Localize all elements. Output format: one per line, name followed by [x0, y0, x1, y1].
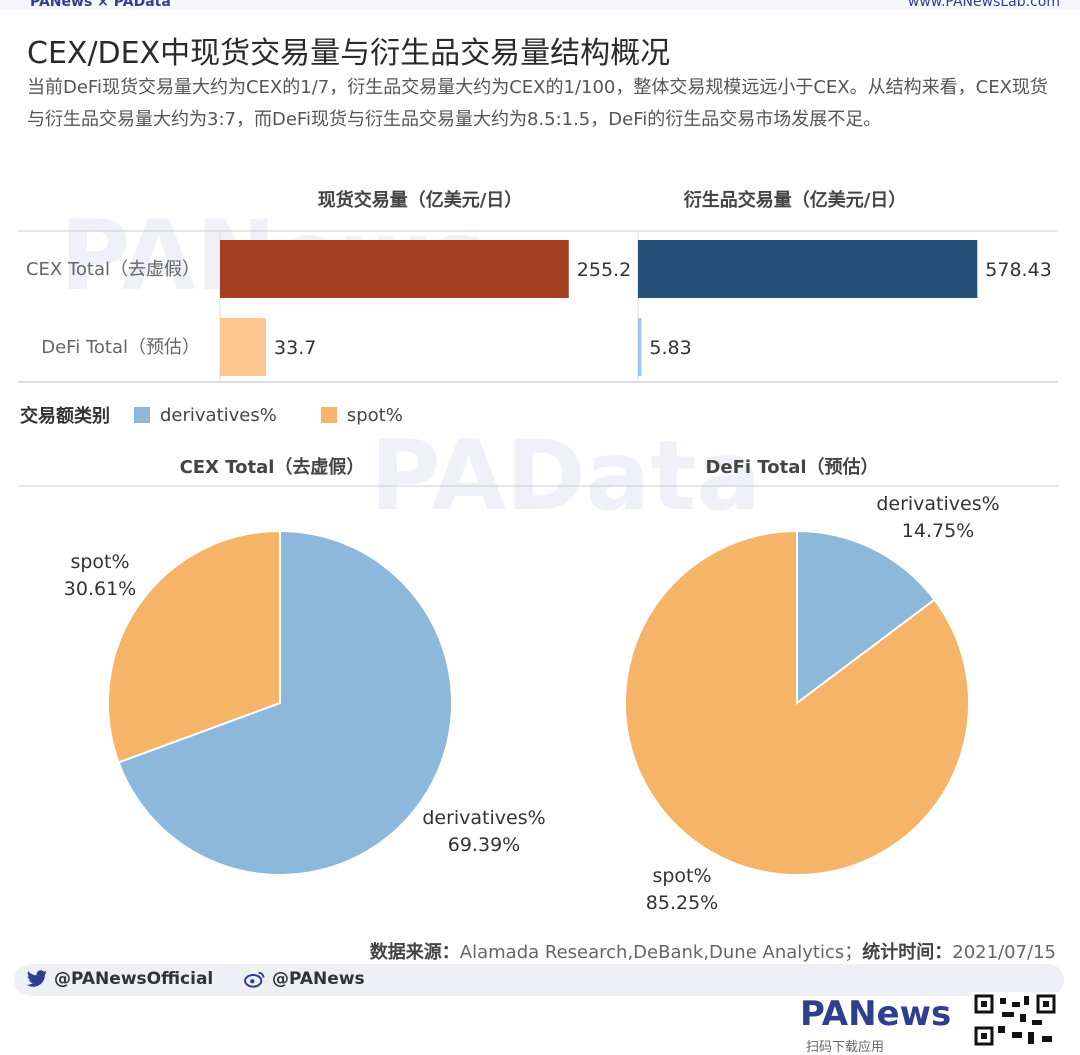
weibo-handle[interactable]: @PANews	[244, 969, 365, 989]
pie-slice-name-label: derivatives%	[422, 807, 545, 829]
source-text: Alamada Research,DeBank,Dune Analytics；	[459, 942, 863, 963]
bar-1-1[interactable]	[638, 318, 642, 376]
pie-slice-value-label: 30.61%	[64, 578, 136, 600]
weibo-icon	[244, 971, 265, 988]
bar-0-0[interactable]	[220, 240, 569, 298]
date-label: 统计时间：	[862, 942, 953, 963]
legend-label-spot: spot%	[346, 404, 403, 426]
brand-left: PANews × PAData	[30, 0, 171, 10]
weibo-handle-text: @PANews	[272, 969, 365, 989]
pie-slice-name-label: spot%	[70, 551, 129, 573]
bar-charts: CEX Total（去虚假） DeFi Total（预估） 现货交易量（亿美元/日）…	[18, 189, 1058, 383]
pie-slice-value-label: 69.39%	[448, 834, 520, 856]
pie-slice-name-label: derivatives%	[876, 493, 999, 515]
pie-slice-1-0[interactable]	[796, 529, 936, 706]
bar-1-0[interactable]	[638, 240, 978, 298]
legend-swatch-derivatives	[134, 407, 150, 423]
legend-swatch-spot	[320, 407, 337, 423]
legend-title: 交易额类别	[20, 406, 110, 427]
pie-slice-value-label: 85.25%	[646, 892, 718, 914]
page-subtitle: 当前DeFi现货交易量大约为CEX的1/7，衍生品交易量大约为CEX的1/100…	[27, 77, 1048, 130]
pie-slice-0-1[interactable]	[107, 529, 281, 764]
pie-slice-0-0[interactable]	[117, 529, 453, 876]
bar-category-label: CEX Total（去虚假）	[26, 259, 200, 280]
watermark-padata: PAData	[370, 420, 761, 532]
twitter-handle-text: @PANewsOfficial	[54, 969, 214, 989]
pie-charts: CEX Total（去虚假） derivatives% 69.39% spot% 30.…	[18, 456, 1058, 914]
bar-chart-title: 现货交易量（亿美元/日）	[318, 189, 523, 211]
data-source: 数据来源：Alamada Research,DeBank,Dune Analyt…	[370, 938, 1056, 964]
top-banner: PANews × PAData www.PANewsLab.com	[0, 0, 1080, 10]
social-bar: @PANewsOfficial @PANews	[14, 964, 1064, 996]
bar-value-label: 255.2	[577, 259, 631, 281]
pie-chart-title: DeFi Total（预估）	[705, 456, 878, 478]
legend-label-derivatives: derivatives%	[160, 404, 277, 426]
qr-code-icon[interactable]	[972, 992, 1058, 1048]
bar-value-label: 33.7	[274, 337, 316, 359]
bar-chart-title: 衍生品交易量（亿美元/日）	[684, 189, 907, 211]
pie-chart-title: CEX Total（去虚假）	[180, 456, 365, 478]
source-label: 数据来源：	[369, 942, 460, 963]
brand-right-url[interactable]: www.PANewsLab.com	[907, 0, 1060, 10]
page-title: CEX/DEX中现货交易量与衍生品交易量结构概况	[27, 36, 671, 71]
bar-value-label: 5.83	[649, 337, 691, 359]
bar-category-label: DeFi Total（预估）	[41, 337, 200, 358]
legend-item-derivatives[interactable]: derivatives%	[134, 405, 277, 426]
footer-logo: PANews	[800, 994, 952, 1034]
legend: 交易额类别 derivatives% spot%	[20, 402, 447, 428]
bar-value-label: 578.43	[985, 259, 1051, 281]
stat-date: 2021/07/15	[952, 942, 1056, 963]
pie-slice-name-label: spot%	[652, 865, 711, 887]
footer-note: 扫码下载应用	[806, 1040, 885, 1055]
bar-0-1[interactable]	[220, 318, 267, 376]
twitter-icon	[26, 970, 47, 987]
legend-item-spot[interactable]: spot%	[320, 404, 403, 426]
pie-slice-value-label: 14.75%	[902, 520, 974, 542]
twitter-handle[interactable]: @PANewsOfficial	[26, 969, 213, 989]
pie-slice-1-1[interactable]	[624, 529, 970, 876]
